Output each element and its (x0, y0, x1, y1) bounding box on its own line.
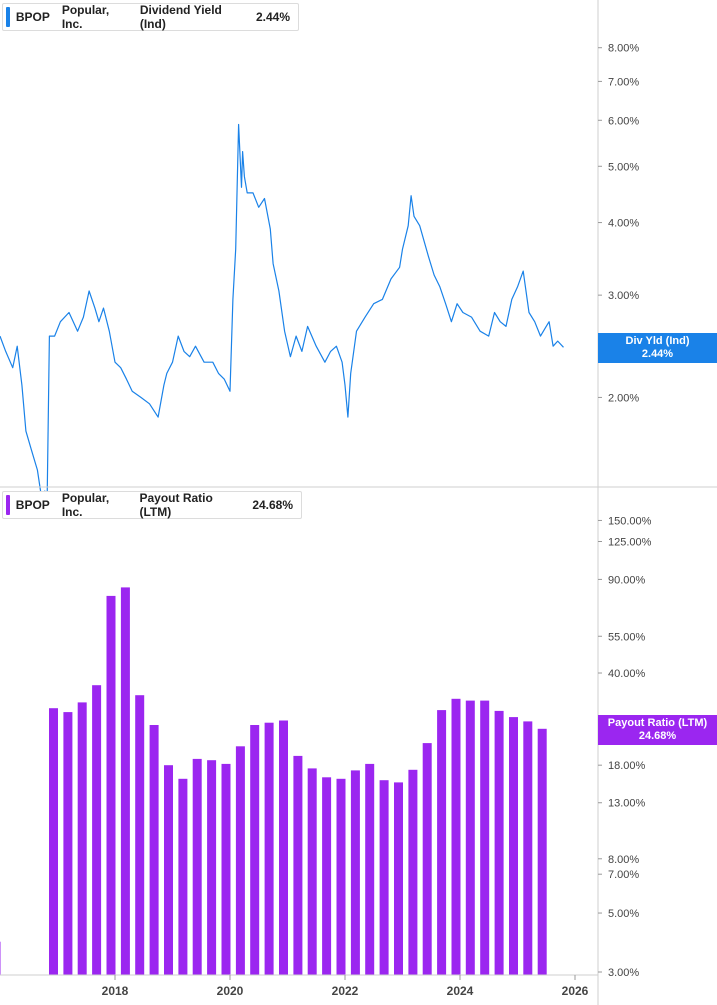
payout-ratio-bar (264, 722, 274, 975)
payout-ratio-bar (523, 721, 533, 975)
y-tick-label: 13.00% (608, 798, 646, 810)
payout-ratio-bar (494, 710, 504, 975)
payout-ratio-bar (422, 743, 432, 975)
x-tick-label: 2026 (562, 984, 589, 998)
y-tick-label: 8.00% (608, 43, 639, 55)
payout-ratio-bar (322, 777, 332, 975)
y-tick-label: 2.00% (608, 392, 639, 404)
x-tick-label: 2024 (447, 984, 474, 998)
dividend-yield-line (0, 123, 564, 503)
y-tick-label: 90.00% (608, 574, 646, 586)
tag-label: Div Yld (Ind) (625, 335, 690, 348)
payout-ratio-bar (279, 720, 288, 975)
dividend-yield-panel (0, 123, 564, 503)
x-tick-label: 2020 (217, 984, 244, 998)
payout-ratio-bar (92, 685, 102, 975)
payout-ratio-bar (365, 763, 375, 975)
dividend-yield-value-tag: Div Yld (Ind) 2.44% (598, 333, 717, 364)
y-tick-label: 55.00% (608, 631, 646, 643)
payout-ratio-bar (350, 770, 360, 975)
payout-ratio-bar (537, 728, 547, 975)
y-tick-label: 5.00% (608, 161, 639, 173)
payout-ratio-bar (221, 763, 231, 975)
series-color-swatch (6, 7, 10, 27)
y-tick-label: 4.00% (608, 218, 639, 230)
payout-ratio-bar (77, 702, 87, 975)
legend-ticker: BPOP (15, 498, 50, 512)
payout-ratio-bar (336, 778, 346, 975)
y-tick-label: 125.00% (608, 536, 652, 548)
payout-ratio-bar (465, 700, 475, 975)
payout-ratio-bar (106, 595, 116, 975)
legend-metric: Payout Ratio (LTM) (139, 491, 213, 519)
payout-ratio-bar (0, 941, 1, 975)
payout-ratio-bar (120, 587, 130, 975)
x-tick-label: 2022 (332, 984, 359, 998)
tag-value: 2.44% (641, 348, 674, 361)
legend-company: Popular, Inc. (61, 3, 110, 31)
payout-ratio-bar (49, 708, 58, 975)
legend-ticker: BPOP (15, 10, 50, 24)
payout-ratio-bar (135, 695, 145, 975)
legend-metric: Dividend Yield (Ind) (139, 3, 222, 31)
y-tick-label: 40.00% (608, 668, 646, 680)
payout-ratio-bar (509, 717, 518, 975)
y-tick-label: 3.00% (608, 967, 639, 979)
x-tick-label: 2018 (102, 984, 129, 998)
y-tick-label: 7.00% (608, 76, 639, 88)
payout-ratio-value-tag: Payout Ratio (LTM) 24.68% (598, 714, 717, 745)
y-tick-label: 3.00% (608, 290, 639, 302)
y-tick-label: 8.00% (608, 854, 639, 866)
payout-ratio-bar (480, 700, 490, 975)
legend-value: 24.68% (252, 498, 294, 512)
payout-ratio-bar (178, 778, 188, 975)
y-tick-label: 6.00% (608, 115, 639, 127)
payout-ratio-legend: BPOP Popular, Inc. Payout Ratio (LTM) 24… (2, 491, 302, 519)
payout-ratio-bar (379, 780, 389, 975)
legend-company: Popular, Inc. (61, 491, 110, 519)
payout-ratio-bar (293, 755, 303, 975)
payout-ratio-panel (0, 587, 547, 975)
y-tick-label: 18.00% (608, 760, 646, 772)
payout-ratio-bar (451, 698, 461, 975)
payout-ratio-bar (394, 782, 403, 975)
y-tick-label: 7.00% (608, 869, 639, 881)
legend-value: 2.44% (255, 10, 290, 24)
payout-ratio-bar (437, 710, 447, 975)
series-color-swatch (6, 495, 10, 515)
payout-ratio-bar (235, 746, 245, 975)
tag-value: 24.68% (638, 729, 677, 742)
tag-label: Payout Ratio (LTM) (607, 716, 708, 729)
y-tick-label: 5.00% (608, 908, 639, 920)
payout-ratio-bar (408, 769, 418, 975)
payout-ratio-bar (307, 768, 317, 975)
payout-ratio-bar (207, 760, 217, 975)
payout-ratio-bar (164, 765, 173, 975)
payout-ratio-bar (250, 725, 260, 975)
y-tick-label: 150.00% (608, 515, 652, 527)
dividend-yield-legend: BPOP Popular, Inc. Dividend Yield (Ind) … (2, 3, 299, 31)
payout-ratio-bar (192, 758, 202, 975)
payout-ratio-bar (149, 725, 159, 975)
payout-ratio-bar (63, 712, 73, 975)
